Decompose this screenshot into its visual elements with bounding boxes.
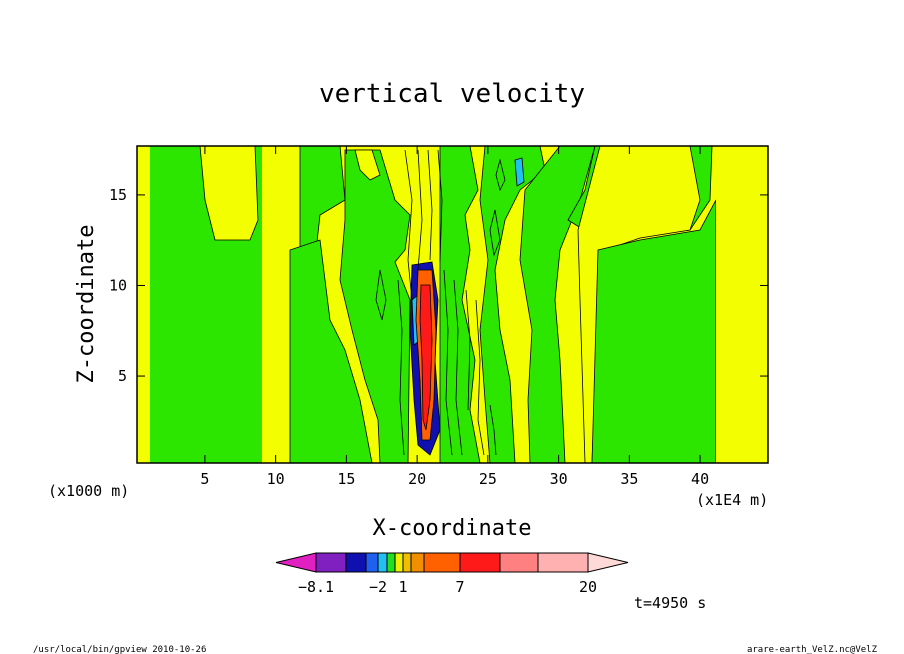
- colorbar-label: 1: [398, 578, 407, 596]
- y-axis-ticks: 5 10 15: [109, 186, 768, 385]
- colorbar-box: [459, 552, 501, 573]
- x-axis-ticks: 5 10 15 20 25 30 35 40: [200, 146, 709, 488]
- x-tick-label: 40: [691, 470, 709, 488]
- y-tick-label: 10: [109, 276, 127, 294]
- y-tick-label: 5: [118, 367, 127, 385]
- x-tick-label: 35: [620, 470, 638, 488]
- x-unit-left: (x1000 m): [48, 482, 129, 500]
- chart-title: vertical velocity: [319, 79, 585, 109]
- colorbar-box: [423, 552, 461, 573]
- colorbar-box: [345, 552, 367, 573]
- plot-frame: [136, 145, 769, 464]
- x-tick-label: 20: [408, 470, 426, 488]
- colorbar-label: 20: [579, 578, 597, 596]
- x-tick-label: 10: [267, 470, 285, 488]
- field-region-yellow-patch: [354, 149, 381, 181]
- field-region-green-right-wide: [519, 146, 596, 463]
- field-region-green-center-left: [339, 149, 411, 463]
- x-tick-label: 25: [479, 470, 497, 488]
- field-region-right-yellow: [716, 146, 768, 463]
- y-tick-label: 15: [109, 186, 127, 204]
- x-tick-label: 30: [550, 470, 568, 488]
- x-tick-label: 5: [200, 470, 209, 488]
- time-label: t=4950 s: [634, 594, 706, 612]
- core-red: [419, 284, 433, 431]
- colorbar-box: [315, 552, 347, 573]
- footer-left: /usr/local/bin/gpview 2010-10-26: [33, 645, 206, 654]
- contour-lines: [375, 149, 506, 456]
- colorbar-arrow-right: [587, 552, 629, 573]
- colorbar: [275, 552, 629, 573]
- y-axis-label: Z-coordinate: [74, 225, 99, 384]
- x-unit-right: (x1E4 m): [696, 491, 768, 509]
- colorbar-box: [499, 552, 539, 573]
- field-region-green-center-right: [439, 146, 481, 463]
- colorbar-box: [394, 552, 404, 573]
- colorbar-label: 7: [455, 578, 464, 596]
- colorbar-box: [386, 552, 396, 573]
- colorbar-arrow-left: [275, 552, 317, 573]
- colorbar-label: −8.1: [298, 578, 334, 596]
- x-tick-label: 15: [337, 470, 355, 488]
- colorbar-label: −2: [369, 578, 387, 596]
- colorbar-box: [365, 552, 379, 573]
- footer-right: arare-earth_VelZ.nc@VelZ: [747, 645, 878, 654]
- velocity-field: [137, 146, 768, 463]
- colorbar-box: [410, 552, 425, 573]
- colorbar-labels: −8.1 −2 1 7 20: [298, 578, 597, 596]
- x-axis-label: X-coordinate: [373, 516, 532, 541]
- field-region-green-lower: [289, 239, 373, 463]
- colorbar-box: [402, 552, 412, 573]
- cyan-cell-top: [514, 157, 525, 187]
- field-region-left-yellow-lobe: [199, 146, 259, 241]
- colorbar-box: [537, 552, 589, 573]
- colorbar-box: [377, 552, 388, 573]
